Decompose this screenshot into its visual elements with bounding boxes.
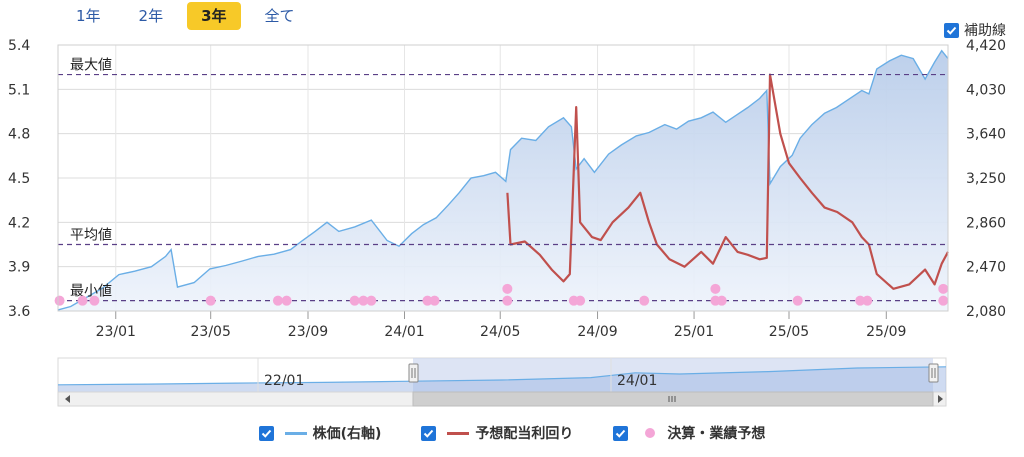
- event-marker: [89, 295, 100, 306]
- reference-label: 最大値: [70, 58, 112, 74]
- checkbox-icon[interactable]: [258, 425, 274, 441]
- legend-item-events[interactable]: 決算・業績予想: [613, 423, 765, 443]
- event-marker: [349, 295, 360, 306]
- left-tick-label: 3.9: [8, 260, 30, 276]
- x-tick-label: 25/05: [769, 324, 809, 340]
- reference-label: 平均値: [70, 228, 112, 244]
- left-tick-label: 4.8: [8, 127, 30, 143]
- event-marker: [272, 295, 283, 306]
- reference-label: 最小値: [70, 284, 112, 300]
- x-tick-label: 23/09: [288, 324, 328, 340]
- right-tick-label: 3,250: [966, 171, 1006, 187]
- event-marker: [938, 295, 949, 306]
- left-tick-label: 5.4: [8, 38, 30, 54]
- event-marker: [281, 295, 292, 306]
- event-marker: [862, 295, 873, 306]
- x-tick-label: 24/09: [577, 324, 617, 340]
- legend-item-price[interactable]: 株価(右軸): [258, 423, 382, 443]
- tab-2y[interactable]: 2年: [138, 7, 164, 25]
- event-marker: [710, 283, 721, 294]
- event-marker: [429, 295, 440, 306]
- checkbox-icon[interactable]: [944, 22, 959, 38]
- scrollbar-thumb[interactable]: [412, 391, 934, 407]
- legend-swatch-price: [284, 431, 307, 435]
- price-line: [57, 49, 949, 311]
- aux-line-label: 補助線: [964, 23, 1006, 39]
- price-area-layer: [57, 49, 949, 311]
- tab-all[interactable]: 全て: [264, 7, 295, 25]
- legend-swatch-events: [645, 428, 656, 438]
- event-marker: [54, 295, 65, 306]
- tab-1y[interactable]: 1年: [76, 7, 101, 25]
- yield-line: [506, 73, 949, 290]
- x-tick-label: 23/01: [96, 324, 136, 340]
- event-marker: [422, 295, 433, 306]
- scroll-right-icon[interactable]: [938, 395, 943, 403]
- event-marker: [855, 295, 866, 306]
- navigator-label: 22/01: [264, 373, 304, 389]
- navigator-line: [57, 366, 947, 386]
- event-marker: [502, 283, 513, 294]
- event-marker: [77, 295, 88, 306]
- checkbox-icon[interactable]: [421, 425, 437, 441]
- x-tick-label: 24/01: [384, 324, 424, 340]
- navigator[interactable]: 22/01 24/01: [57, 357, 947, 407]
- x-tick-label: 23/05: [191, 324, 231, 340]
- axes: 3.6 2,080 3.9 2,470 4.2 2,860 4.5 3,250 4.8 3,640…: [8, 38, 1006, 340]
- x-tick-label: 25/01: [674, 324, 714, 340]
- legend-label-events: 決算・業績予想: [667, 426, 766, 442]
- aux-line-toggle[interactable]: 補助線: [944, 20, 1006, 40]
- period-tabs: 1年 2年 3年 全て: [62, 2, 319, 32]
- event-marker: [575, 295, 586, 306]
- legend-swatch-yield: [447, 431, 470, 435]
- left-tick-label: 3.6: [8, 304, 30, 320]
- event-marker: [938, 283, 949, 294]
- x-tick-label: 24/05: [480, 324, 520, 340]
- navigator-handle[interactable]: [928, 363, 939, 383]
- price-area: [58, 50, 948, 311]
- right-tick-label: 2,860: [966, 215, 1006, 231]
- x-tick-label: 25/09: [866, 324, 906, 340]
- event-marker: [639, 295, 650, 306]
- event-marker: [366, 295, 377, 306]
- right-tick-label: 4,030: [966, 82, 1006, 98]
- yield-layer: [506, 73, 949, 290]
- left-tick-label: 5.1: [8, 82, 30, 98]
- right-tick-label: 2,080: [966, 304, 1006, 320]
- checkbox-icon[interactable]: [613, 425, 629, 441]
- legend-label-yield: 予想配当利回り: [475, 426, 574, 442]
- event-marker: [792, 295, 803, 306]
- navigator-label: 24/01: [617, 373, 657, 389]
- right-tick-label: 3,640: [966, 127, 1006, 143]
- event-marker: [358, 295, 369, 306]
- right-tick-label: 2,470: [966, 260, 1006, 276]
- event-marker: [502, 295, 513, 306]
- scroll-left-icon[interactable]: [65, 395, 70, 403]
- legend-item-yield[interactable]: 予想配当利回り: [421, 423, 573, 443]
- event-marker: [205, 295, 216, 306]
- navigator-handle[interactable]: [408, 363, 419, 383]
- legend: 株価(右軸) 予想配当利回り 決算・業績予想: [0, 423, 1024, 443]
- event-markers: [54, 283, 949, 306]
- right-tick-label: 4,420: [966, 38, 1006, 54]
- event-marker: [716, 295, 727, 306]
- plot-frame: [57, 44, 949, 312]
- tab-3y[interactable]: 3年: [187, 2, 241, 30]
- legend-label-price: 株価(右軸): [312, 426, 382, 442]
- left-tick-label: 4.2: [8, 215, 30, 231]
- left-tick-label: 4.5: [8, 171, 30, 187]
